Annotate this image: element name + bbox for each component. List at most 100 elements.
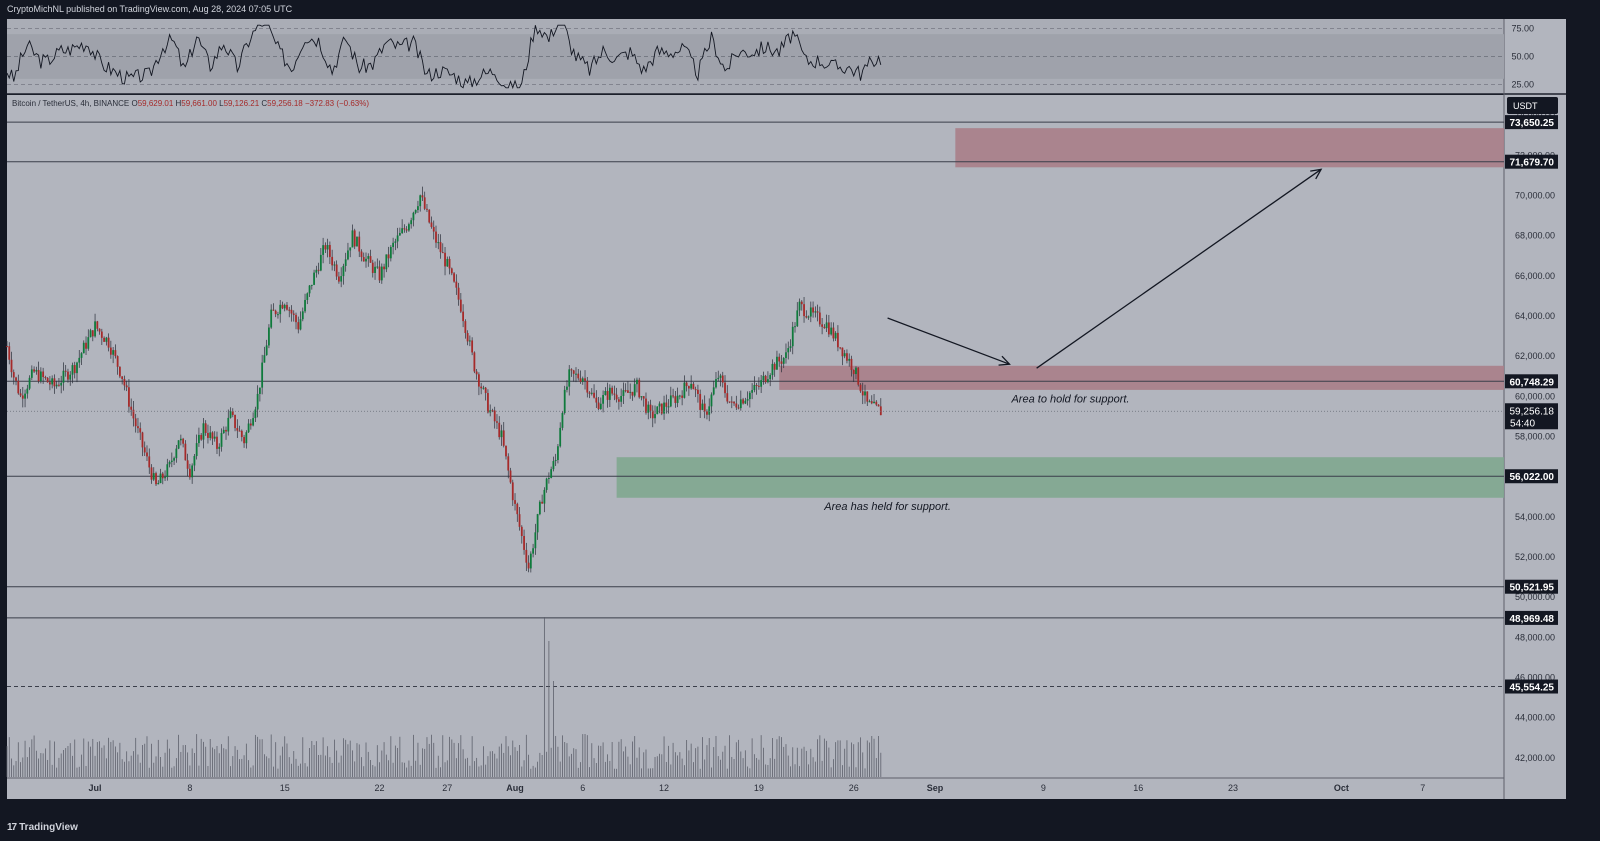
candle-body (401, 228, 404, 233)
rsi-line (6, 24, 882, 90)
x-tick-label: 12 (659, 783, 669, 793)
candle-body (570, 369, 573, 371)
candle-body (787, 348, 790, 353)
candle-body (46, 377, 49, 383)
candle-body (611, 387, 614, 394)
candle-body (541, 501, 544, 504)
candle-body (322, 245, 325, 255)
candle-body (121, 376, 124, 379)
candle-body (782, 358, 785, 364)
x-tick-label: 16 (1133, 783, 1143, 793)
y-tick-label: 74,000.00 (1515, 110, 1555, 120)
main-pane (7, 95, 1504, 778)
candle-body (868, 401, 871, 403)
candle-body (561, 413, 564, 428)
candle-body (338, 276, 340, 282)
candle-body (471, 340, 474, 353)
candle-body (168, 461, 171, 465)
resistance-zone-1 (779, 365, 1504, 390)
y-tick-label: 58,000.00 (1515, 432, 1555, 442)
candle-body (256, 393, 259, 410)
arrow-head-0 (998, 355, 1011, 366)
candle-body (353, 230, 356, 247)
candle-body (39, 371, 42, 382)
candle-body (866, 391, 869, 402)
candle-body (288, 309, 291, 311)
candle-body (509, 470, 512, 483)
candle-body (459, 299, 462, 312)
candle-body (464, 321, 467, 334)
x-tick-label: 7 (1420, 783, 1425, 793)
candle-body (726, 393, 729, 402)
candle-body (419, 195, 422, 207)
x-tick-label: 26 (849, 783, 859, 793)
last-price-tag (1505, 403, 1558, 430)
candle-body (128, 387, 130, 407)
annotation-0: Area to hold for support. (1010, 393, 1129, 405)
candle-body (586, 380, 589, 393)
candle-body (482, 387, 485, 389)
candle-body (227, 417, 230, 432)
candle-body (349, 247, 352, 251)
candle-body (846, 353, 848, 361)
ohlc-part: H (176, 99, 182, 108)
level-tag-bg (1505, 115, 1558, 130)
candle-body (818, 312, 821, 325)
candle-body (139, 428, 142, 433)
candle-body (798, 301, 801, 311)
candle-body (157, 482, 160, 485)
candle-body (333, 264, 336, 266)
candle-body (42, 371, 45, 378)
tradingview-logo[interactable]: 17 TradingView (7, 822, 78, 833)
candle-body (839, 347, 842, 349)
candle-body (137, 426, 139, 429)
candle-body (35, 369, 38, 372)
candle-body (703, 403, 706, 412)
level-tag-bg (1505, 610, 1558, 625)
candle-body (480, 386, 483, 389)
candle-body (807, 316, 810, 318)
candle-body (767, 379, 769, 383)
level-tag-label: 60,748.29 (1510, 377, 1555, 388)
candle-body (351, 230, 354, 248)
candle-body (437, 242, 440, 244)
x-tick-label: Jul (89, 783, 102, 793)
candle-body (780, 361, 783, 364)
candle-body (674, 396, 677, 403)
candle-body (803, 304, 805, 317)
candle-body (647, 404, 650, 413)
y-tick-label: 66,000.00 (1515, 271, 1555, 281)
ohlc-part: Bitcoin / TetherUS, 4h, BINANCE (12, 99, 131, 108)
candle-body (685, 382, 688, 387)
ohlc-legend: Bitcoin / TetherUS, 4h, BINANCE O59,629.… (12, 99, 369, 108)
candle-body (532, 548, 534, 554)
candle-body (579, 378, 582, 382)
candle-body (225, 429, 227, 432)
candle-body (663, 402, 665, 414)
candle-body (76, 362, 78, 374)
candle-body (730, 401, 733, 403)
candle-body (593, 392, 595, 398)
currency-badge-label: USDT (1513, 101, 1538, 111)
candles (6, 186, 882, 573)
candle-body (105, 337, 108, 342)
x-tick-label: 6 (580, 783, 585, 793)
candle-body (326, 244, 329, 250)
candle-body (667, 406, 670, 408)
candle-body (410, 220, 413, 225)
candle-body (529, 553, 532, 569)
candle-body (301, 311, 304, 320)
x-tick-label: 8 (187, 783, 192, 793)
y-tick-label: 50,000.00 (1515, 592, 1555, 602)
candle-body (112, 350, 115, 355)
candle-body (103, 337, 105, 342)
currency-badge (1507, 97, 1558, 114)
candle-body (254, 409, 257, 419)
candle-body (830, 327, 833, 335)
y-tick-label: 42,000.00 (1515, 753, 1555, 763)
candle-body (681, 395, 684, 398)
candle-body (252, 418, 255, 426)
candle-body (746, 399, 749, 401)
